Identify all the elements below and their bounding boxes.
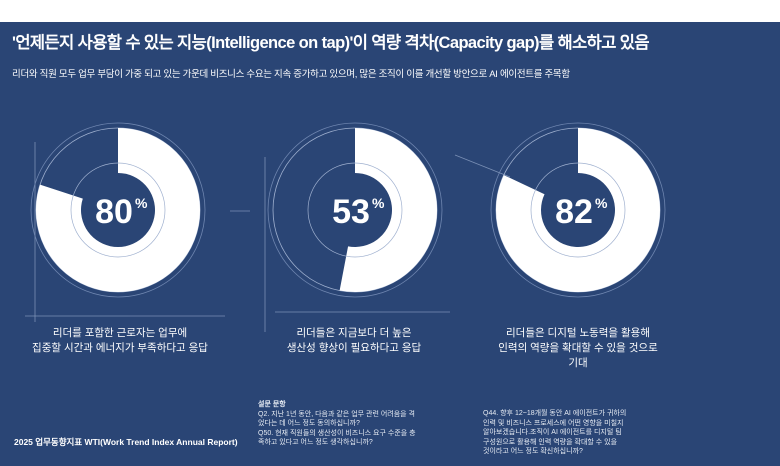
label-line: 리더들은 디지털 노동력을 활용해 [506, 327, 650, 339]
donut-segment-3 [495, 128, 660, 292]
donut-inner-ring [530, 162, 626, 258]
source-citation: 2025 업무동향지표 WTI(Work Trend Index Annual … [14, 437, 238, 447]
label-line: 인력의 역량을 확대할 수 있을 것으로 [498, 342, 658, 354]
donut-inner-ring [70, 162, 166, 258]
percent-sign: % [135, 195, 148, 211]
stat-label-3: 리더들은 디지털 노동력을 활용해 인력의 역량을 확대할 수 있을 것으로 기… [458, 326, 698, 371]
stat-label-2: 리더들은 지금보다 더 높은 생산성 향상이 필요하다고 응답 [234, 326, 474, 356]
stat-value-1: 80 [95, 193, 133, 231]
stat-value-3: 82 [555, 193, 593, 231]
donut-outline [30, 122, 206, 298]
label-line: 리더를 포함한 근로자는 업무에 [52, 327, 188, 339]
note-line: Q44. 향후 12~18개월 동안 AI 에이전트가 귀하의 [483, 410, 627, 417]
slide: '언제든지 사용할 수 있는 지능(Intelligence on tap)'이… [0, 22, 780, 466]
label-line: 생산성 향상이 필요하다고 응답 [286, 342, 422, 354]
donut-outline [490, 122, 666, 298]
survey-notes-right: Q44. 향후 12~18개월 동안 AI 에이전트가 귀하의 인력 및 비즈니… [483, 409, 723, 457]
note-line: 것이라고 어느 정도 확신하십니까? [483, 448, 583, 455]
percent-sign: % [595, 195, 608, 211]
label-line: 기대 [568, 357, 588, 369]
page-subtitle: 리더와 직원 모두 업무 부담이 가중 되고 있는 가운데 비즈니스 수요는 지… [12, 69, 570, 80]
donut-charts: 80% 53% 82% [25, 122, 666, 332]
page-title: '언제든지 사용할 수 있는 지능(Intelligence on tap)'이… [12, 34, 650, 52]
note-line: Q2. 지난 1년 동안, 다음과 같은 업무 관련 어려움을 격 [258, 410, 415, 418]
label-line: 리더들은 지금보다 더 높은 [296, 327, 412, 339]
note-line: 었다는 데 어느 정도 동의하십니까? [258, 420, 360, 427]
percent-sign: % [372, 195, 385, 211]
stat-label-1: 리더를 포함한 근로자는 업무에 집중할 시간과 에너지가 부족하다고 응답 [0, 326, 240, 356]
donut-segment-2 [339, 128, 437, 292]
notes-heading: 설문 문항 [258, 401, 286, 408]
decor-line [454, 154, 511, 178]
note-line: 인력 및 비즈니스 프로세스에 어떤 영향을 미칠지 [483, 419, 624, 427]
label-line: 집중할 시간과 에너지가 부족하다고 응답 [32, 342, 208, 354]
note-line: 알아보겠습니다.조직이 AI 에이전트를 디지털 팀 [483, 429, 622, 436]
survey-notes-left: 설문 문항 Q2. 지난 1년 동안, 다음과 같은 업무 관련 어려움을 격 … [258, 400, 498, 448]
stat-value-2: 53 [332, 193, 370, 231]
donut-segment-1 [36, 128, 200, 292]
donut-inner-ring [307, 162, 403, 258]
donut-outline [267, 122, 443, 298]
note-line: Q50. 현재 직원들의 생산성이 비즈니스 요구 수준을 충 [258, 429, 416, 437]
note-line: 족하고 있다고 어느 정도 생각하십니까? [258, 439, 373, 446]
note-line: 구성원으로 활용해 인력 역량을 확대할 수 있을 [483, 438, 618, 446]
